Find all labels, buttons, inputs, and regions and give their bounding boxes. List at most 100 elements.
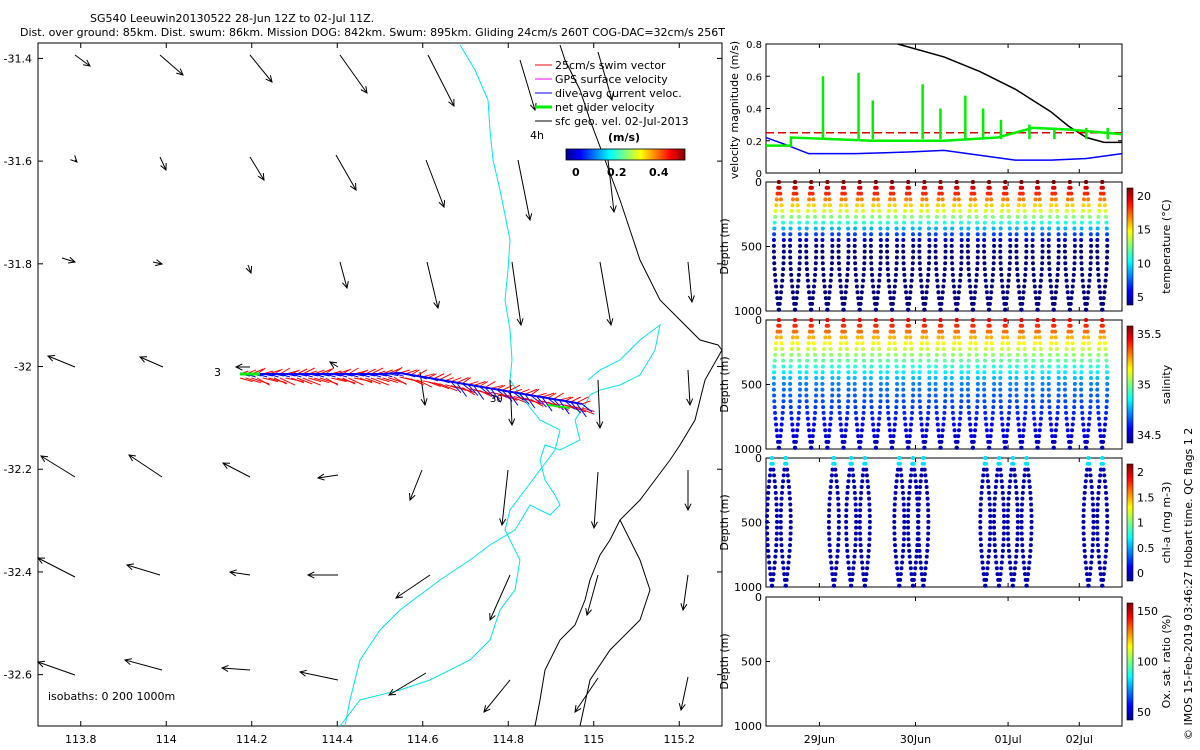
profile-point <box>876 422 881 427</box>
profile-point <box>972 329 977 334</box>
profile-point <box>829 226 834 231</box>
profile-point <box>878 381 883 386</box>
profile-point <box>836 387 841 392</box>
profile-point <box>894 358 899 363</box>
profile-point <box>1020 191 1025 196</box>
profile-point <box>937 329 942 334</box>
coastline <box>534 44 723 727</box>
profile-point <box>793 301 798 306</box>
profile-point <box>1081 525 1086 530</box>
profile-point <box>989 203 994 208</box>
profile-point <box>798 381 803 386</box>
profile-point <box>838 284 843 289</box>
geo-arrow <box>245 264 253 275</box>
profile-point <box>965 238 970 243</box>
profile-point <box>1098 296 1103 301</box>
profile-point <box>975 393 980 398</box>
profile-point <box>836 502 841 507</box>
profile-point <box>1105 387 1110 392</box>
profile-point <box>1040 370 1045 375</box>
velocity-series-line <box>765 136 1123 161</box>
profile-point <box>926 399 931 404</box>
profile-point <box>935 278 940 283</box>
profile-point <box>904 428 909 433</box>
profile-point <box>1039 272 1044 277</box>
profile-point <box>933 238 938 243</box>
swim-vector <box>376 377 390 383</box>
profile-point <box>971 307 976 312</box>
profile-point <box>1104 496 1109 501</box>
profile-point <box>922 572 927 577</box>
profile-point <box>794 329 799 334</box>
profile-point <box>982 358 987 363</box>
profile-point <box>791 329 796 334</box>
swim-vector <box>291 377 305 384</box>
profile-point <box>1007 364 1012 369</box>
profile-point <box>894 220 899 225</box>
profile-point <box>820 376 825 381</box>
profile-point <box>934 226 939 231</box>
profile-point <box>823 191 828 196</box>
profile-point <box>1025 461 1030 466</box>
profile-point <box>917 387 922 392</box>
profile-point <box>893 214 898 219</box>
profile-point <box>793 307 798 312</box>
profile-point <box>902 220 907 225</box>
profile-point <box>1007 261 1012 266</box>
profile-point <box>1046 387 1051 392</box>
profile-point <box>1103 422 1108 427</box>
swim-vector <box>325 377 339 386</box>
profile-point <box>830 238 835 243</box>
profile-point <box>842 301 847 306</box>
depth-colorbar <box>1126 602 1134 721</box>
profile-point <box>1087 209 1092 214</box>
profile-point <box>894 238 899 243</box>
profile-point <box>788 387 793 392</box>
geo-arrow <box>46 355 76 368</box>
swim-vector <box>450 385 467 391</box>
profile-point <box>1024 456 1029 460</box>
profile-point <box>920 428 925 433</box>
profile-point <box>1088 220 1093 225</box>
profile-point <box>1001 508 1006 513</box>
profile-point <box>772 479 777 484</box>
profile-point <box>811 203 816 208</box>
profile-point <box>851 560 856 565</box>
profile-point <box>1064 352 1069 357</box>
profile-point <box>1030 381 1035 386</box>
profile-point <box>787 485 792 490</box>
profile-point <box>1096 220 1101 225</box>
profile-point <box>911 393 916 398</box>
profile-point <box>1105 508 1110 513</box>
profile-point <box>917 496 922 501</box>
profile-point <box>938 445 943 450</box>
profile-point <box>890 185 895 190</box>
profile-point <box>959 393 964 398</box>
map-x-tick-label: 114.4 <box>322 733 354 746</box>
profile-point <box>973 428 978 433</box>
swim-vector <box>256 377 270 386</box>
profile-point <box>1082 496 1087 501</box>
swim-vector <box>245 377 262 384</box>
profile-point <box>959 381 964 386</box>
profile-point <box>844 531 849 536</box>
profile-point <box>851 479 856 484</box>
profile-point <box>987 548 992 553</box>
profile-point <box>779 543 784 548</box>
profile-point <box>1015 508 1020 513</box>
profile-point <box>992 514 997 519</box>
profile-point <box>797 226 802 231</box>
profile-point <box>832 577 837 582</box>
profile-point <box>805 278 810 283</box>
profile-point <box>1023 272 1028 277</box>
profile-point <box>1098 572 1103 577</box>
profile-point <box>1084 318 1089 322</box>
profile-point <box>1086 422 1091 427</box>
profile-point <box>1047 399 1052 404</box>
swim-vector <box>524 388 538 395</box>
profile-point <box>1089 387 1094 392</box>
geo-arrow <box>607 159 617 214</box>
profile-point <box>958 272 963 277</box>
profile-point <box>1024 232 1029 237</box>
